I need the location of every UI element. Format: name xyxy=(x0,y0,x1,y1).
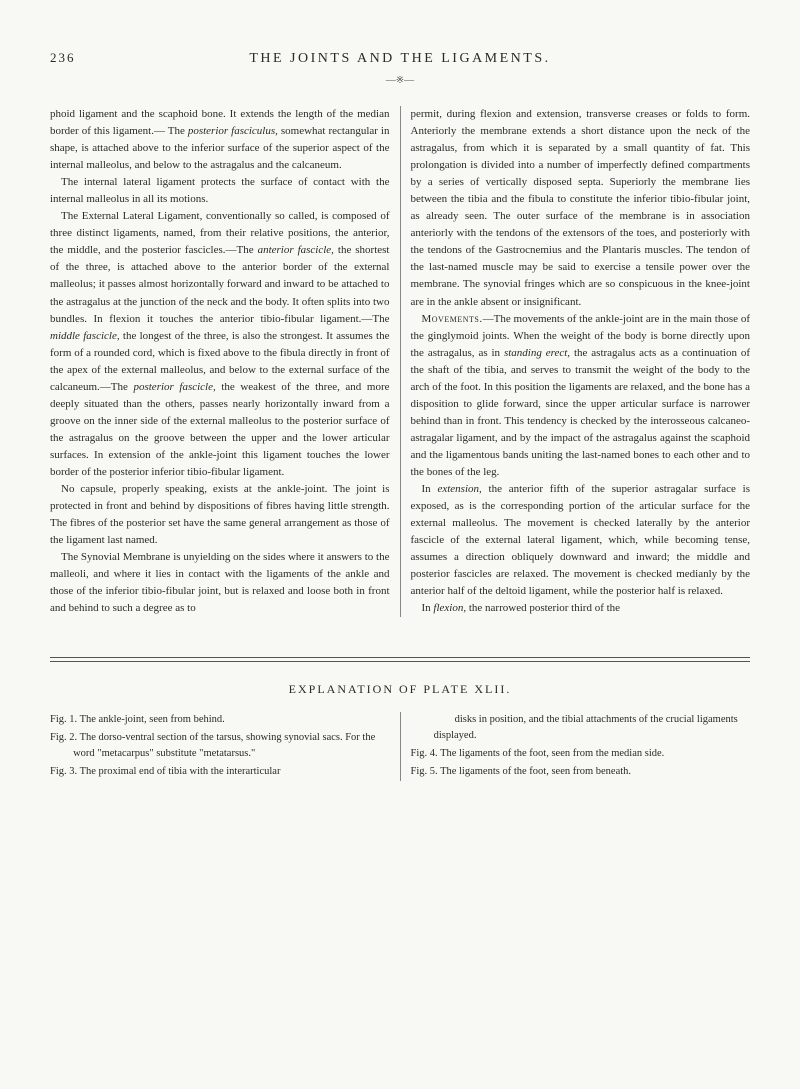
body-paragraph: The internal lateral ligament protects t… xyxy=(50,174,390,208)
right-column: permit, during flexion and extension, tr… xyxy=(401,106,751,617)
figure-caption: Fig. 2. The dorso-ventral section of the… xyxy=(50,730,390,762)
figure-caption: disks in position, and the tibial attach… xyxy=(411,712,751,744)
body-paragraph: In flexion, the narrowed posterior third… xyxy=(411,600,751,617)
body-paragraph: phoid ligament and the scaphoid bone. It… xyxy=(50,106,390,174)
body-paragraph: permit, during flexion and extension, tr… xyxy=(411,106,751,311)
body-paragraph: No capsule, properly speaking, exists at… xyxy=(50,481,390,549)
explanation-columns: Fig. 1. The ankle-joint, seen from behin… xyxy=(50,712,750,781)
section-divider xyxy=(50,657,750,662)
main-columns: phoid ligament and the scaphoid bone. It… xyxy=(50,106,750,617)
figure-caption: Fig. 4. The ligaments of the foot, seen … xyxy=(411,746,751,762)
body-paragraph: Movements.—The movements of the ankle-jo… xyxy=(411,311,751,481)
page-title: THE JOINTS AND THE LIGAMENTS. xyxy=(100,51,700,67)
figure-caption: Fig. 1. The ankle-joint, seen from behin… xyxy=(50,712,390,728)
explanation-left: Fig. 1. The ankle-joint, seen from behin… xyxy=(50,712,401,781)
body-paragraph: The External Lateral Ligament, conventio… xyxy=(50,208,390,481)
figure-caption: Fig. 5. The ligaments of the foot, seen … xyxy=(411,764,751,780)
header-ornament: ―※― xyxy=(50,75,750,86)
body-paragraph: In extension, the anterior fifth of the … xyxy=(411,481,751,600)
explanation-right: disks in position, and the tibial attach… xyxy=(401,712,751,781)
page-number: 236 xyxy=(50,50,100,66)
explanation-title: EXPLANATION OF PLATE XLII. xyxy=(50,682,750,697)
left-column: phoid ligament and the scaphoid bone. It… xyxy=(50,106,401,617)
page-header: 236 THE JOINTS AND THE LIGAMENTS. xyxy=(50,50,750,67)
body-paragraph: The Synovial Membrane is unyielding on t… xyxy=(50,549,390,617)
figure-caption: Fig. 3. The proximal end of tibia with t… xyxy=(50,764,390,780)
